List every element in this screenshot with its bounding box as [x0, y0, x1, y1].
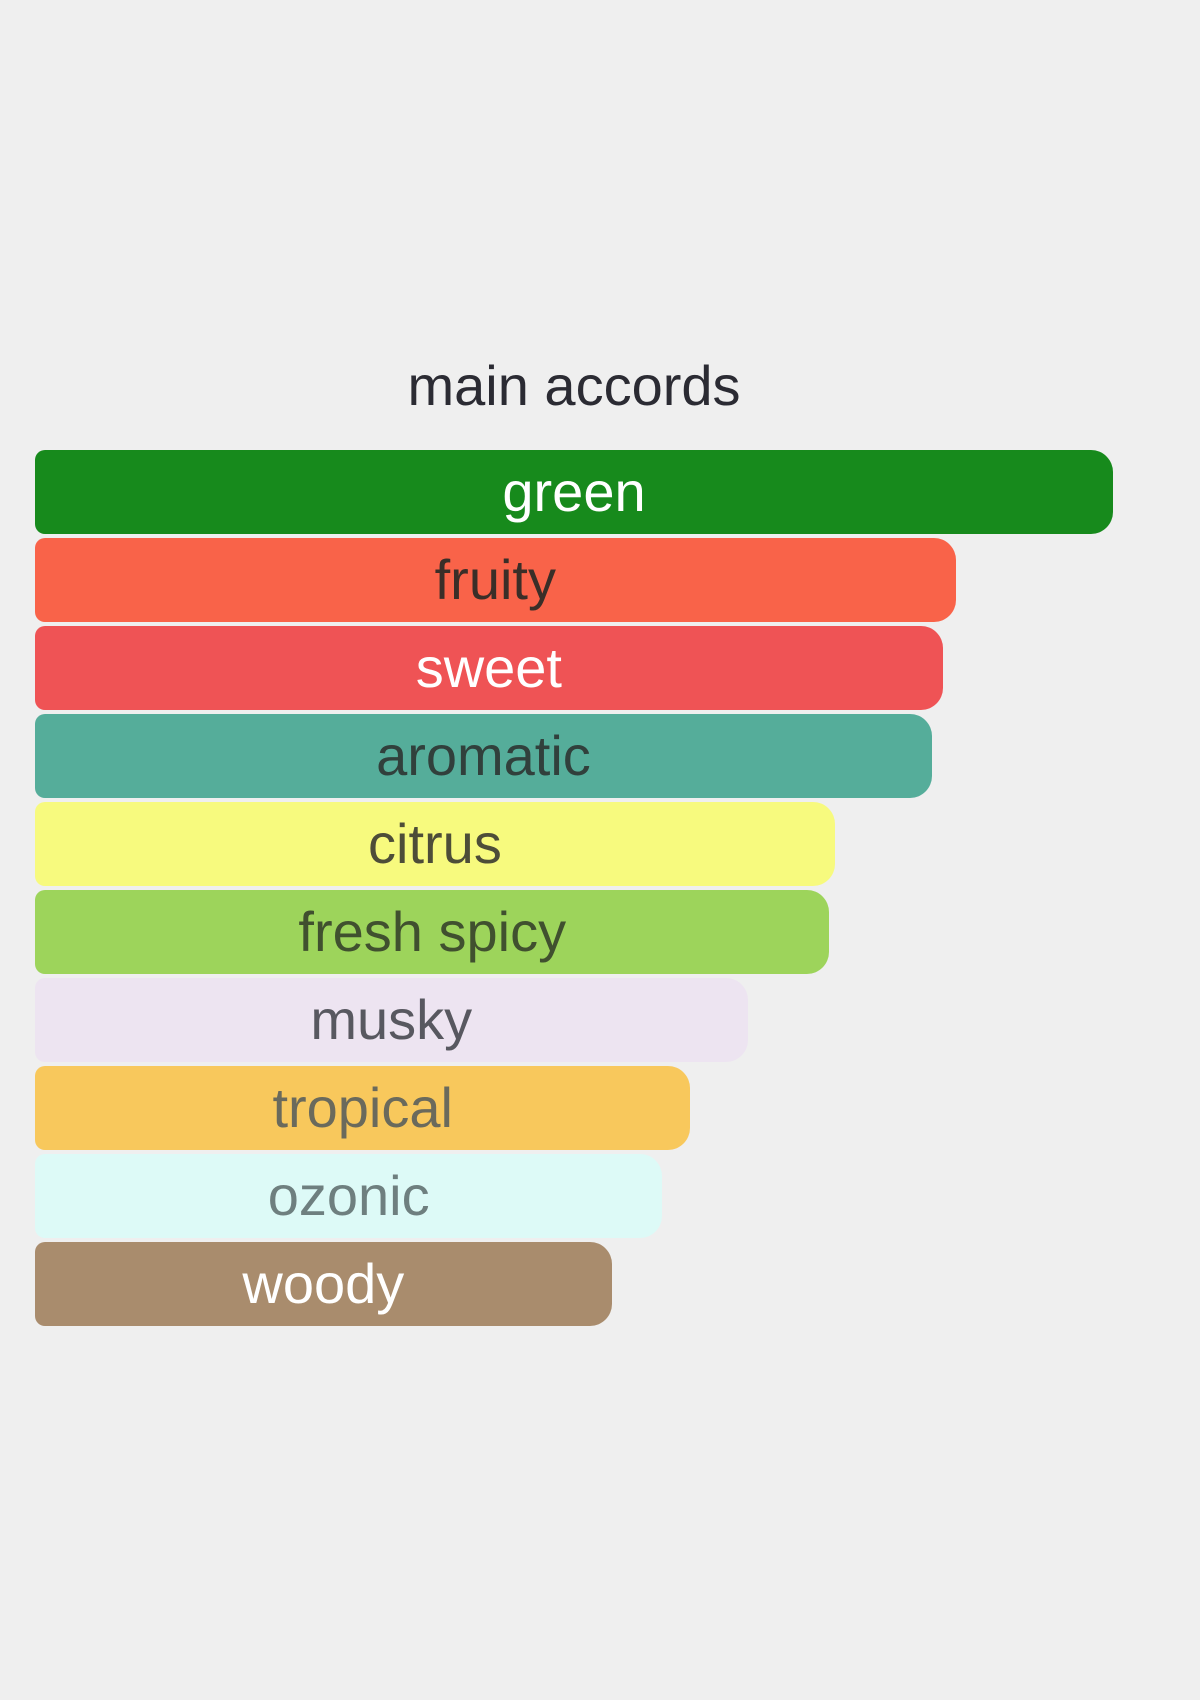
accord-bar-fruity: fruity — [35, 538, 956, 622]
accord-bars-list: green fruity sweet aromatic citrus fresh spic… — [35, 450, 1113, 1330]
accord-label: woody — [242, 1252, 405, 1315]
accord-label: sweet — [415, 636, 562, 699]
accord-bar-aromatic: aromatic — [35, 714, 932, 798]
accord-bar-musky: musky — [35, 978, 748, 1062]
accord-label: green — [502, 460, 646, 523]
accord-label: fresh spicy — [298, 900, 567, 963]
accord-label: ozonic — [267, 1164, 430, 1227]
accord-bar-citrus: citrus — [35, 802, 835, 886]
accord-bar-green: green — [35, 450, 1113, 534]
accord-bar-sweet: sweet — [35, 626, 943, 710]
accord-label: musky — [310, 988, 473, 1051]
accord-label: tropical — [272, 1076, 453, 1139]
chart-title: main accords — [407, 354, 741, 417]
accord-bar-tropical: tropical — [35, 1066, 691, 1150]
accord-bar-fresh-spicy: fresh spicy — [35, 890, 830, 974]
accord-bar-ozonic: ozonic — [35, 1154, 663, 1238]
accord-label: aromatic — [376, 724, 591, 787]
accord-bar-woody: woody — [35, 1242, 612, 1326]
accord-label: fruity — [434, 548, 556, 611]
accord-label: citrus — [368, 812, 502, 875]
